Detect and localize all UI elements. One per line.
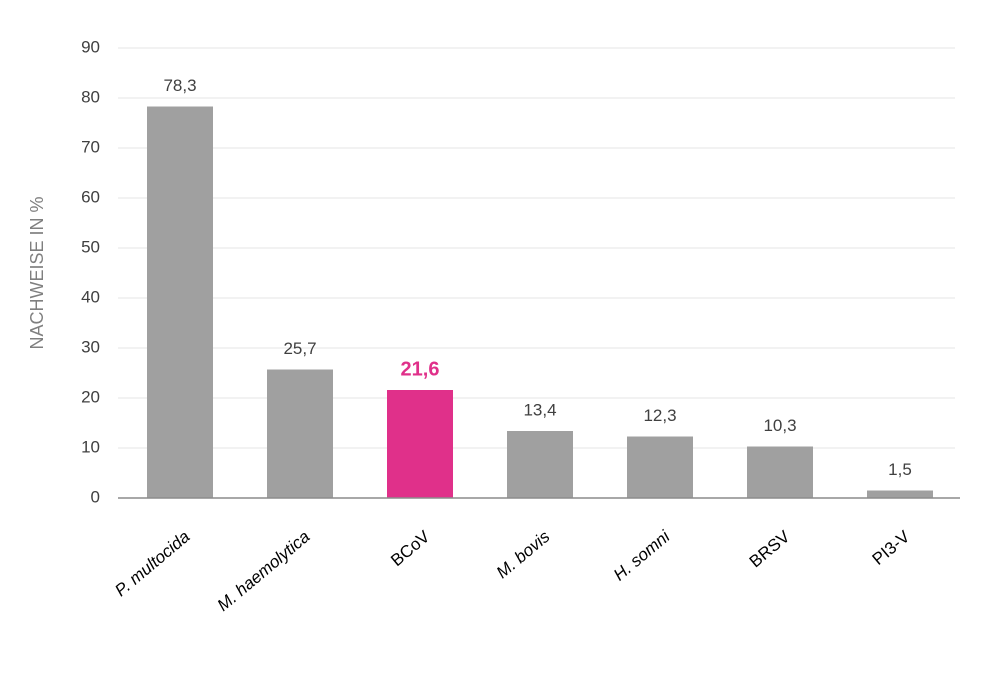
value-label: 13,4	[523, 400, 556, 419]
x-tick-label: PI3-V	[869, 527, 914, 569]
value-label: 21,6	[401, 358, 440, 380]
value-label: 12,3	[643, 406, 676, 425]
y-axis-title: NACHWEISE IN %	[27, 196, 47, 349]
bar	[507, 431, 573, 498]
x-tick-label: H. somni	[610, 526, 675, 584]
y-tick-label: 30	[81, 337, 100, 356]
value-label: 78,3	[163, 76, 196, 95]
y-tick-label: 70	[81, 137, 100, 156]
x-tick-label: BCoV	[387, 527, 434, 571]
y-tick-label: 50	[81, 237, 100, 256]
x-tick-label: P. multocida	[111, 527, 193, 600]
y-tick-label: 20	[81, 387, 100, 406]
y-tick-label: 0	[91, 487, 100, 506]
y-tick-label: 10	[81, 437, 100, 456]
bar	[747, 446, 813, 498]
x-tick-label: M. bovis	[493, 527, 554, 583]
bar	[387, 390, 453, 498]
bar	[867, 490, 933, 498]
value-label: 25,7	[283, 339, 316, 358]
y-tick-label: 90	[81, 37, 100, 56]
x-tick-label: M. haemolytica	[214, 527, 314, 615]
value-label: 10,3	[763, 416, 796, 435]
x-tick-label: BRSV	[746, 527, 794, 572]
value-label: 1,5	[888, 460, 912, 479]
y-tick-label: 80	[81, 87, 100, 106]
y-tick-label: 40	[81, 287, 100, 306]
bar	[627, 436, 693, 498]
bar	[267, 369, 333, 498]
y-tick-label: 60	[81, 187, 100, 206]
bar	[147, 106, 213, 498]
